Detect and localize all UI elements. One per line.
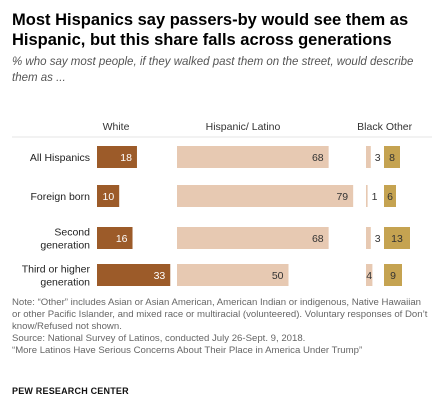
data-label: 10 (103, 191, 115, 203)
data-label: 68 (312, 233, 324, 245)
data-label: 3 (375, 233, 381, 245)
category-label: Foreign born (30, 191, 90, 203)
bar-black (366, 227, 371, 249)
data-label: 8 (389, 152, 395, 164)
bar-other (384, 185, 396, 207)
data-label: 79 (336, 191, 348, 203)
chart-subtitle: % who say most people, if they walked pa… (12, 56, 414, 84)
bar-hispanic-latino (177, 227, 329, 249)
category-label: All Hispanics (30, 152, 90, 164)
chart-title: Most Hispanics say passers-by would see … (12, 11, 409, 49)
column-header-other: Other (386, 121, 413, 133)
bar-black (366, 264, 373, 286)
bar-black (366, 185, 368, 207)
bar-white (97, 185, 120, 207)
bar-other (384, 264, 402, 286)
chart-plot: White Hispanic/ Latino Black Other All Hispa… (12, 121, 432, 288)
bar-black (366, 146, 371, 168)
report-title-text: “More Latinos Have Serious Concerns Abou… (12, 345, 363, 356)
data-label: 9 (390, 270, 396, 282)
bar-white (97, 146, 137, 168)
data-label: 3 (375, 152, 381, 164)
bar-other (384, 227, 410, 249)
bar-hispanic-latino (177, 185, 354, 207)
data-label: 16 (116, 233, 128, 245)
bar-white (97, 227, 133, 249)
note-text: Note: “Other” includes Asian or Asian Am… (12, 297, 428, 332)
column-header-white: White (103, 121, 130, 133)
category-label: Third or higher generation (22, 263, 91, 288)
data-label: 50 (272, 270, 284, 282)
data-label: 6 (387, 191, 393, 203)
bar-hispanic-latino (177, 264, 289, 286)
chart-notes: Note: “Other” includes Asian or Asian Am… (12, 297, 432, 357)
data-label: 1 (372, 191, 378, 203)
data-label: 18 (120, 152, 132, 164)
bar-white (97, 264, 171, 286)
category-label: Second generation (40, 226, 90, 251)
bar-hispanic-latino (177, 146, 329, 168)
data-label: 33 (154, 270, 166, 282)
data-label: 13 (391, 233, 403, 245)
bar-other (384, 146, 400, 168)
source-text: Source: National Survey of Latinos, cond… (12, 333, 306, 344)
data-label: 4 (366, 270, 372, 282)
source-organization: PEW RESEARCH CENTER (12, 386, 129, 396)
data-label: 68 (312, 152, 324, 164)
column-header-hispanic-latino: Hispanic/ Latino (206, 121, 281, 133)
column-header-black: Black (357, 121, 383, 133)
